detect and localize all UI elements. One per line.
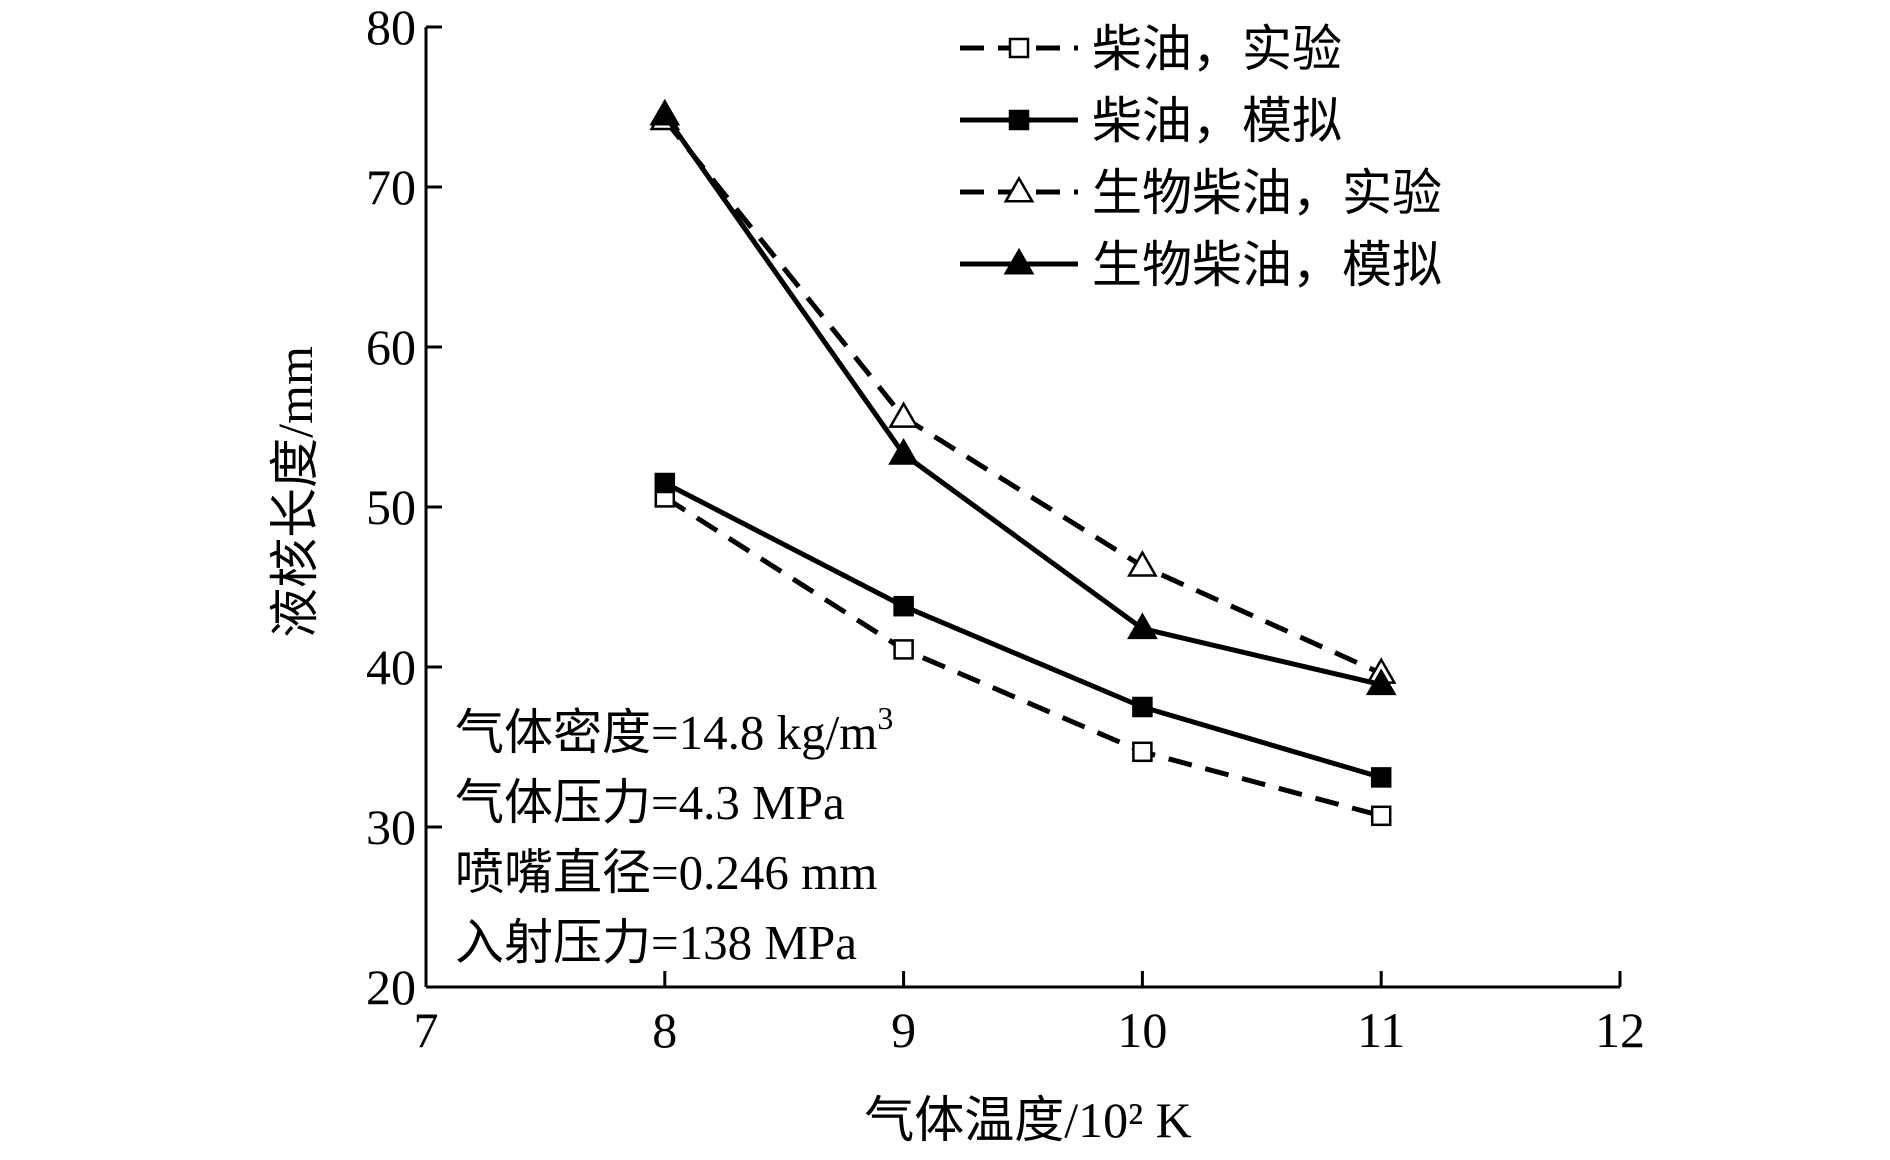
data-point (888, 401, 919, 428)
data-point (1127, 612, 1158, 640)
data-point (1132, 741, 1153, 763)
legend-entry-0: 柴油，实验 (960, 21, 1342, 77)
data-point (1370, 805, 1392, 827)
legend-marker (1003, 175, 1035, 203)
data-point (649, 98, 681, 126)
annotation-text: 入射压力=138 MPa (455, 915, 857, 970)
annotation-line-0: 气体密度=14.8 kg/m3 (455, 700, 893, 760)
annotation-text: 气体密度=14.8 kg/m (455, 705, 877, 760)
series-line-1 (663, 480, 1382, 780)
y-tick-label: 30 (366, 799, 416, 855)
data-point (1132, 696, 1153, 718)
series-line-0 (663, 495, 1382, 819)
x-tick-label: 12 (1595, 1002, 1645, 1058)
data-point (1370, 767, 1392, 788)
legend-marker (1008, 109, 1030, 131)
annotation-superscript: 3 (877, 700, 893, 736)
data-point (893, 639, 914, 660)
series-line-3 (662, 113, 1382, 688)
legend-entry-3: 生物柴油，模拟 (960, 237, 1442, 293)
data-point (1127, 550, 1158, 577)
series-layer (649, 98, 1397, 827)
y-tick-label: 50 (366, 479, 416, 535)
x-axis-title: 气体温度/10² K (864, 1092, 1192, 1148)
legend-entry-1: 柴油，模拟 (960, 93, 1342, 149)
x-tick-label: 8 (652, 1002, 677, 1058)
annotation-text: 气体压力=4.3 MPa (455, 775, 845, 830)
annotation-line-3: 入射压力=138 MPa (455, 915, 857, 970)
legend-label: 柴油，模拟 (1092, 93, 1342, 149)
data-point (888, 438, 919, 465)
axes: 20 30 40 50 60 70 80 7 8 9 10 11 12 气体温度/10² K 液核长度/mm (267, 0, 1645, 1148)
y-tick-label: 70 (366, 159, 416, 215)
series-3 (649, 98, 1397, 696)
y-axis-title: 液核长度/mm (267, 346, 323, 638)
annotation-box: 气体密度=14.8 kg/m3 气体压力=4.3 MPa 喷嘴直径=0.246 mm… (455, 700, 893, 970)
x-tick-label: 7 (414, 1002, 439, 1058)
legend-label: 生物柴油，模拟 (1092, 237, 1442, 293)
y-tick-label: 40 (366, 639, 416, 695)
series-line-2 (662, 118, 1383, 676)
x-tick-label: 9 (891, 1002, 916, 1058)
legend-marker (1008, 37, 1030, 59)
annotation-line-2: 喷嘴直径=0.246 mm (455, 845, 877, 900)
legend-label: 生物柴油，实验 (1092, 165, 1442, 221)
y-tick-label: 60 (366, 319, 416, 375)
x-tick-label: 11 (1357, 1002, 1405, 1058)
y-tick-label: 80 (366, 0, 416, 55)
x-tick-label: 10 (1117, 1002, 1167, 1058)
legend-label: 柴油，实验 (1092, 21, 1342, 77)
legend-entry-2: 生物柴油，实验 (960, 165, 1442, 221)
annotation-line-1: 气体压力=4.3 MPa (455, 775, 845, 830)
y-tick-label: 20 (366, 959, 416, 1015)
data-point (1365, 668, 1397, 696)
legend-marker (1003, 247, 1035, 275)
series-1 (654, 472, 1392, 788)
data-point (893, 595, 914, 617)
annotation-text: 喷嘴直径=0.246 mm (455, 845, 877, 900)
data-point (654, 472, 676, 494)
